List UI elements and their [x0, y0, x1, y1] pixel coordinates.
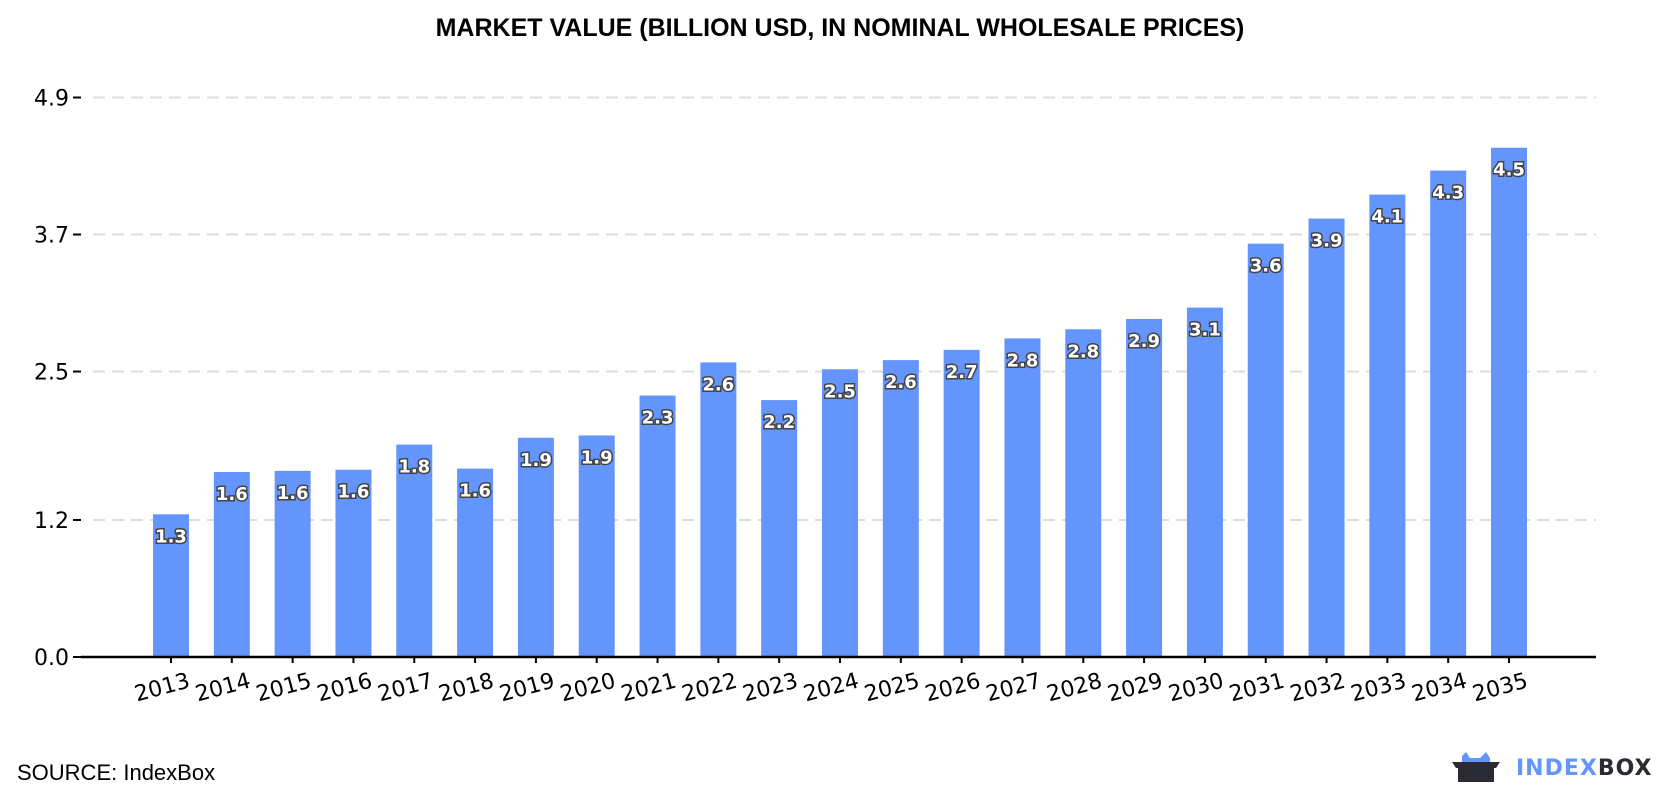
x-tick-label: 2023 [740, 669, 801, 708]
bar [1126, 319, 1163, 657]
x-tick-label: 2017 [375, 669, 436, 708]
bar-label: 3.9 [1311, 231, 1343, 252]
bar [1247, 243, 1284, 658]
x-tick-label: 2021 [619, 669, 680, 708]
bar [1430, 170, 1467, 657]
x-tick-label: 2029 [1105, 669, 1166, 708]
indexbox-logo: INDEXBOX [1450, 752, 1653, 784]
bar [1065, 329, 1102, 657]
x-tick-label: 2025 [862, 669, 923, 708]
x-tick-label: 2027 [983, 669, 1044, 708]
y-tick-label: 0.0 [34, 646, 69, 671]
x-tick-label: 2034 [1409, 669, 1470, 708]
logo-text: INDEXBOX [1516, 755, 1653, 781]
bar [396, 444, 433, 657]
bar [274, 470, 311, 657]
y-tick-label: 3.7 [34, 224, 69, 249]
bar-label: 1.6 [338, 482, 370, 503]
x-tick-label: 2031 [1227, 669, 1288, 708]
bar [943, 349, 980, 657]
y-tick-label: 4.9 [34, 87, 69, 112]
x-tick-label: 2024 [801, 669, 862, 708]
bar [1186, 307, 1223, 657]
x-tick-label: 2013 [132, 669, 193, 708]
bar-label: 3.1 [1189, 320, 1221, 341]
bar [153, 514, 189, 657]
x-tick-label: 2018 [436, 669, 497, 708]
bar [639, 395, 676, 657]
bar-label: 2.8 [1007, 350, 1039, 371]
bar [335, 469, 372, 657]
bar [578, 435, 615, 657]
bar [1491, 147, 1527, 657]
x-tick-label: 2020 [558, 669, 619, 708]
bar-label: 2.5 [824, 381, 856, 402]
bar-label: 1.6 [216, 484, 248, 505]
bar [457, 468, 494, 657]
bar-label: 4.1 [1371, 207, 1403, 228]
x-tick-label: 2022 [679, 669, 740, 708]
source-note: SOURCE: IndexBox [17, 760, 216, 785]
bar [882, 360, 919, 657]
bar [1004, 338, 1041, 657]
bar-chart: 0.0 1.2 2.5 3.7 4.9 1.3 2013 1.6 2014 1.6 2015 1.6 2… [34, 87, 1596, 708]
chart-title: MARKET VALUE (BILLION USD, IN NOMINAL WH… [435, 14, 1245, 42]
bar-label: 3.6 [1250, 256, 1282, 277]
x-tick-label: 2026 [923, 669, 984, 708]
x-tick-label: 2030 [1166, 669, 1227, 708]
y-tick-label: 1.2 [34, 509, 69, 534]
bar-label: 2.6 [702, 374, 734, 395]
x-tick-label: 2032 [1288, 669, 1349, 708]
bar-label: 2.7 [946, 362, 978, 383]
bar-label: 1.9 [520, 450, 552, 471]
bar [517, 437, 554, 657]
bar-label: 2.8 [1067, 341, 1099, 362]
y-tick-label: 2.5 [34, 361, 69, 386]
bar [1369, 194, 1406, 657]
bar-label: 2.9 [1128, 331, 1160, 352]
bar-label: 4.5 [1493, 160, 1525, 181]
x-tick-label: 2015 [254, 669, 315, 708]
bar [761, 400, 798, 657]
x-tick-label: 2016 [314, 669, 375, 708]
bar-label: 1.6 [459, 481, 491, 502]
bar-label: 2.3 [642, 408, 674, 429]
bar-label: 1.9 [581, 447, 613, 468]
bar-label: 1.8 [398, 457, 430, 478]
x-tick-label: 2028 [1044, 669, 1105, 708]
bar [700, 362, 737, 657]
box-logo-icon [1452, 752, 1500, 782]
bar-label: 1.6 [277, 483, 309, 504]
x-tick-label: 2033 [1348, 669, 1409, 708]
bar-label: 4.3 [1432, 183, 1464, 204]
bar [822, 369, 858, 657]
bar [1308, 218, 1345, 657]
bar-label: 1.3 [155, 526, 187, 547]
x-tick-label: 2019 [497, 669, 558, 708]
x-tick-label: 2014 [193, 669, 254, 708]
bar-label: 2.2 [763, 412, 795, 433]
bar-label: 2.6 [885, 372, 917, 393]
bar [213, 472, 250, 657]
x-tick-label: 2035 [1470, 669, 1531, 708]
